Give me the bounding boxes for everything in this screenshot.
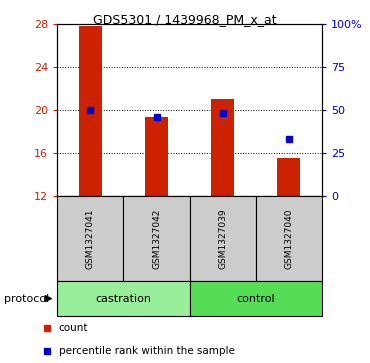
Text: GSM1327042: GSM1327042: [152, 208, 161, 269]
Text: control: control: [236, 294, 275, 303]
Text: GSM1327040: GSM1327040: [284, 208, 293, 269]
Text: count: count: [59, 323, 88, 333]
Text: protocol: protocol: [4, 294, 49, 303]
Bar: [124, 196, 189, 281]
Text: percentile rank within the sample: percentile rank within the sample: [59, 346, 235, 356]
Bar: [79, 26, 102, 196]
Text: GDS5301 / 1439968_PM_x_at: GDS5301 / 1439968_PM_x_at: [93, 13, 277, 26]
Bar: [277, 158, 300, 196]
Bar: [57, 281, 189, 316]
Bar: [211, 99, 234, 196]
Bar: [189, 281, 322, 316]
Bar: [57, 196, 124, 281]
Text: castration: castration: [95, 294, 151, 303]
Bar: [189, 196, 256, 281]
Bar: [256, 196, 322, 281]
Bar: [145, 117, 168, 196]
Text: GSM1327041: GSM1327041: [86, 208, 95, 269]
Text: GSM1327039: GSM1327039: [218, 208, 227, 269]
